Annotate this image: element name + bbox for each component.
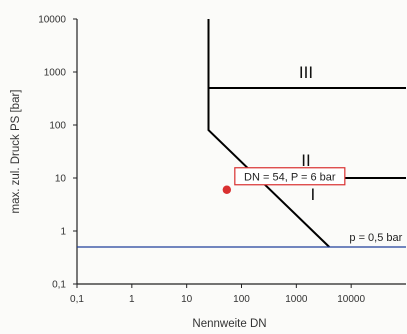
series-line [207, 19, 330, 248]
y-tick-label: 10000 [38, 15, 66, 26]
pressure-label: p = 0,5 bar [349, 232, 402, 244]
x-tick-label: 1000 [285, 294, 308, 305]
y-axis-title: max. zul. Druck PS [bar] [10, 90, 22, 214]
x-tick-label: 1 [129, 294, 135, 305]
y-tick-label: 1 [60, 227, 66, 238]
annotation-box [234, 167, 346, 186]
region-label: II [301, 151, 310, 170]
region-label: III [299, 63, 313, 82]
y-tick-label: 100 [49, 121, 66, 132]
y-tick-label: 1000 [44, 68, 67, 79]
region-label: I [310, 185, 315, 204]
series-group [77, 19, 406, 248]
y-tick-label: 10 [55, 174, 67, 185]
x-tick-label: 0,1 [70, 294, 84, 305]
axes: 0,1 1 10 100 1000 10000 0,1 1 10 100 1000 10000 [38, 15, 406, 305]
y-tick-label: 0,1 [52, 280, 66, 291]
x-tick-label: 10 [181, 294, 193, 305]
x-axis-title: Nennweite DN [192, 318, 266, 330]
annotation-text: DN = 54, P = 6 bar [244, 171, 336, 183]
x-tick-label: 10000 [337, 294, 365, 305]
x-tick-label: 100 [233, 294, 250, 305]
data-point [222, 185, 232, 194]
